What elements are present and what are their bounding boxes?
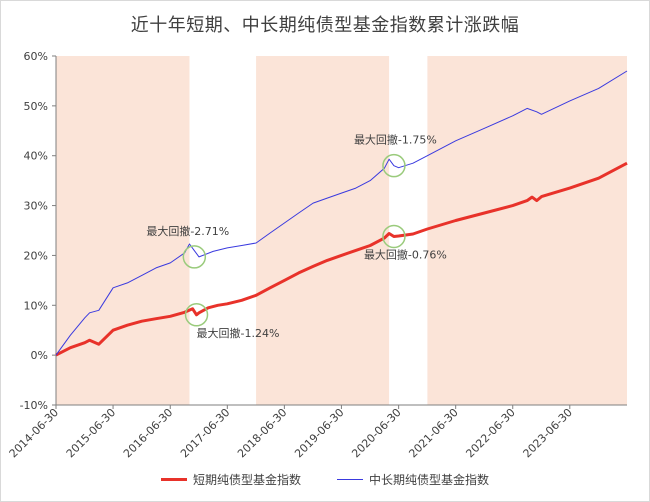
x-tick-label: 2017-06-30 — [178, 406, 232, 460]
legend-item-short-term[interactable]: 短期纯债型基金指数 — [160, 471, 301, 488]
legend-swatch-short-term — [160, 478, 187, 481]
y-tick-label: 20% — [24, 249, 48, 262]
chart-legend: 短期纯债型基金指数 中长期纯债型基金指数 — [1, 471, 649, 488]
x-tick-label: 2020-06-30 — [349, 406, 403, 460]
x-tick-label: 2023-06-30 — [521, 406, 575, 460]
drawdown-circle — [382, 153, 406, 178]
y-tick-label: -10% — [20, 399, 48, 412]
y-tick-label: 30% — [24, 200, 48, 213]
x-tick-label: 2018-06-30 — [235, 406, 289, 460]
shaded-period-1 — [256, 56, 390, 405]
drawdown-label: 最大回撤-1.75% — [354, 133, 437, 147]
legend-item-mid-long-term[interactable]: 中长期纯债型基金指数 — [337, 471, 489, 488]
shaded-period-2 — [427, 56, 627, 405]
x-tick-label: 2022-06-30 — [463, 406, 517, 460]
y-tick-label: 10% — [24, 299, 48, 312]
x-tick-label: 2016-06-30 — [121, 406, 175, 460]
x-tick-label: 2021-06-30 — [406, 406, 460, 460]
legend-swatch-mid-long-term — [337, 479, 363, 480]
drawdown-label: 最大回撤-2.71% — [146, 224, 229, 238]
series-line-0 — [55, 161, 628, 357]
y-tick-label: 60% — [24, 50, 48, 63]
line-chart: -10% 0% 10% 20% 30% 40% 50% 60% 2014-06-30 2015-0… — [7, 50, 628, 460]
legend-label-mid-long-term: 中长期纯债型基金指数 — [369, 473, 490, 487]
x-tick-label: 2014-06-30 — [7, 406, 61, 460]
x-tick-label: 2015-06-30 — [64, 406, 118, 460]
shaded-period-0 — [56, 56, 190, 405]
chart-title: 近十年短期、中长期纯债型基金指数累计涨跌幅 — [130, 15, 520, 36]
drawdown-label: 最大回撤-1.24% — [197, 326, 280, 340]
y-tick-label: 40% — [24, 150, 48, 163]
x-tick-label: 2019-06-30 — [292, 406, 346, 460]
drawdown-label: 最大回撤-0.76% — [364, 247, 447, 261]
drawdown-circle — [182, 245, 207, 269]
drawdown-circle — [184, 303, 209, 327]
legend-label-short-term: 短期纯债型基金指数 — [192, 473, 301, 487]
drawdown-circle — [382, 224, 406, 249]
y-tick-label: 0% — [31, 349, 48, 362]
y-tick-label: 50% — [24, 100, 48, 113]
series-line-1 — [55, 70, 628, 356]
